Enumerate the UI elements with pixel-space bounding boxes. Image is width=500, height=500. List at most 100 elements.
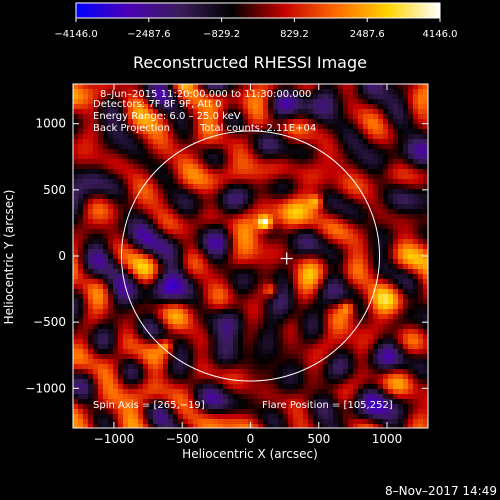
heatmap-cell — [203, 84, 209, 90]
heatmap-cell — [393, 99, 399, 105]
heatmap-cell — [303, 109, 309, 115]
heatmap-cell — [163, 149, 169, 155]
heatmap-cell — [288, 209, 294, 215]
heatmap-cell — [83, 194, 89, 200]
heatmap-cell — [418, 89, 424, 95]
heatmap-cell — [158, 119, 164, 125]
heatmap-cell — [233, 199, 239, 205]
heatmap-cell — [168, 189, 174, 195]
heatmap-cell — [123, 224, 129, 230]
heatmap-cell — [318, 184, 324, 190]
heatmap-cell — [148, 264, 154, 270]
heatmap-cell — [133, 174, 139, 180]
heatmap-cell — [143, 224, 149, 230]
heatmap-cell — [343, 129, 349, 135]
heatmap-cell — [263, 244, 269, 250]
heatmap-cell — [408, 119, 414, 125]
heatmap-cell — [358, 124, 364, 130]
heatmap-cell — [423, 154, 428, 160]
heatmap-cell — [348, 224, 354, 230]
heatmap-cell — [238, 169, 244, 175]
heatmap-cell — [253, 164, 259, 170]
heatmap-cell — [148, 354, 154, 360]
heatmap-cell — [273, 419, 279, 425]
heatmap-cell — [203, 419, 209, 425]
heatmap-cell — [283, 264, 289, 270]
heatmap-cell — [263, 259, 269, 265]
heatmap-cell — [423, 124, 428, 130]
heatmap-cell — [223, 379, 229, 385]
heatmap-cell — [153, 419, 159, 425]
heatmap-cell — [268, 399, 274, 405]
heatmap-cell — [128, 119, 134, 125]
heatmap-cell — [123, 219, 129, 225]
heatmap-cell — [293, 169, 299, 175]
heatmap-cell — [93, 99, 99, 105]
heatmap-cell — [273, 394, 279, 400]
heatmap-cell — [323, 349, 329, 355]
heatmap-cell — [108, 349, 114, 355]
heatmap-cell — [203, 399, 209, 405]
heatmap-cell — [143, 324, 149, 330]
heatmap-cell — [173, 119, 179, 125]
heatmap-cell — [203, 129, 209, 135]
heatmap-cell — [203, 324, 209, 330]
heatmap-cell — [338, 209, 344, 215]
heatmap-cell — [303, 274, 309, 280]
heatmap-cell — [298, 409, 304, 415]
heatmap-cell — [78, 159, 84, 165]
heatmap-cell — [238, 324, 244, 330]
heatmap-cell — [228, 229, 234, 235]
heatmap-cell — [303, 144, 309, 150]
heatmap-cell — [73, 349, 79, 355]
heatmap-cell — [298, 194, 304, 200]
heatmap-cell — [368, 264, 374, 270]
heatmap-cell — [128, 349, 134, 355]
heatmap-cell — [378, 104, 384, 110]
heatmap-cell — [263, 314, 269, 320]
heatmap-cell — [73, 399, 79, 405]
heatmap-cell — [413, 394, 419, 400]
heatmap-cell — [308, 304, 314, 310]
heatmap-cell — [418, 404, 424, 410]
heatmap-cell — [293, 134, 299, 140]
heatmap-cell — [98, 339, 104, 345]
heatmap-cell — [363, 384, 369, 390]
heatmap-cell — [373, 279, 379, 285]
heatmap-cell — [208, 304, 214, 310]
heatmap-cell — [113, 169, 119, 175]
heatmap-cell — [128, 314, 134, 320]
heatmap-cell — [243, 344, 249, 350]
heatmap-cell — [143, 284, 149, 290]
x-tick-label: 1000 — [372, 432, 403, 446]
heatmap-cell — [273, 314, 279, 320]
heatmap-cell — [293, 409, 299, 415]
heatmap-cell — [83, 204, 89, 210]
heatmap-cell — [288, 354, 294, 360]
heatmap-cell — [98, 369, 104, 375]
heatmap-cell — [253, 359, 259, 365]
heatmap-cell — [78, 179, 84, 185]
heatmap-cell — [308, 339, 314, 345]
heatmap-cell — [418, 114, 424, 120]
heatmap-cell — [273, 369, 279, 375]
heatmap-cell — [348, 129, 354, 135]
heatmap-cell — [108, 144, 114, 150]
heatmap-cell — [133, 319, 139, 325]
heatmap-cell — [203, 339, 209, 345]
heatmap-cell — [193, 174, 199, 180]
heatmap-cell — [348, 184, 354, 190]
heatmap-cell — [323, 229, 329, 235]
heatmap-cell — [278, 209, 284, 215]
heatmap-cell — [263, 139, 269, 145]
heatmap-cell — [403, 284, 409, 290]
heatmap-cell — [288, 124, 294, 130]
heatmap-cell — [118, 299, 124, 305]
heatmap-cell — [158, 289, 164, 295]
heatmap-cell — [233, 169, 239, 175]
heatmap-cell — [368, 239, 374, 245]
heatmap-cell — [388, 354, 394, 360]
heatmap-cell — [173, 354, 179, 360]
heatmap-cell — [113, 249, 119, 255]
heatmap-cell — [173, 304, 179, 310]
